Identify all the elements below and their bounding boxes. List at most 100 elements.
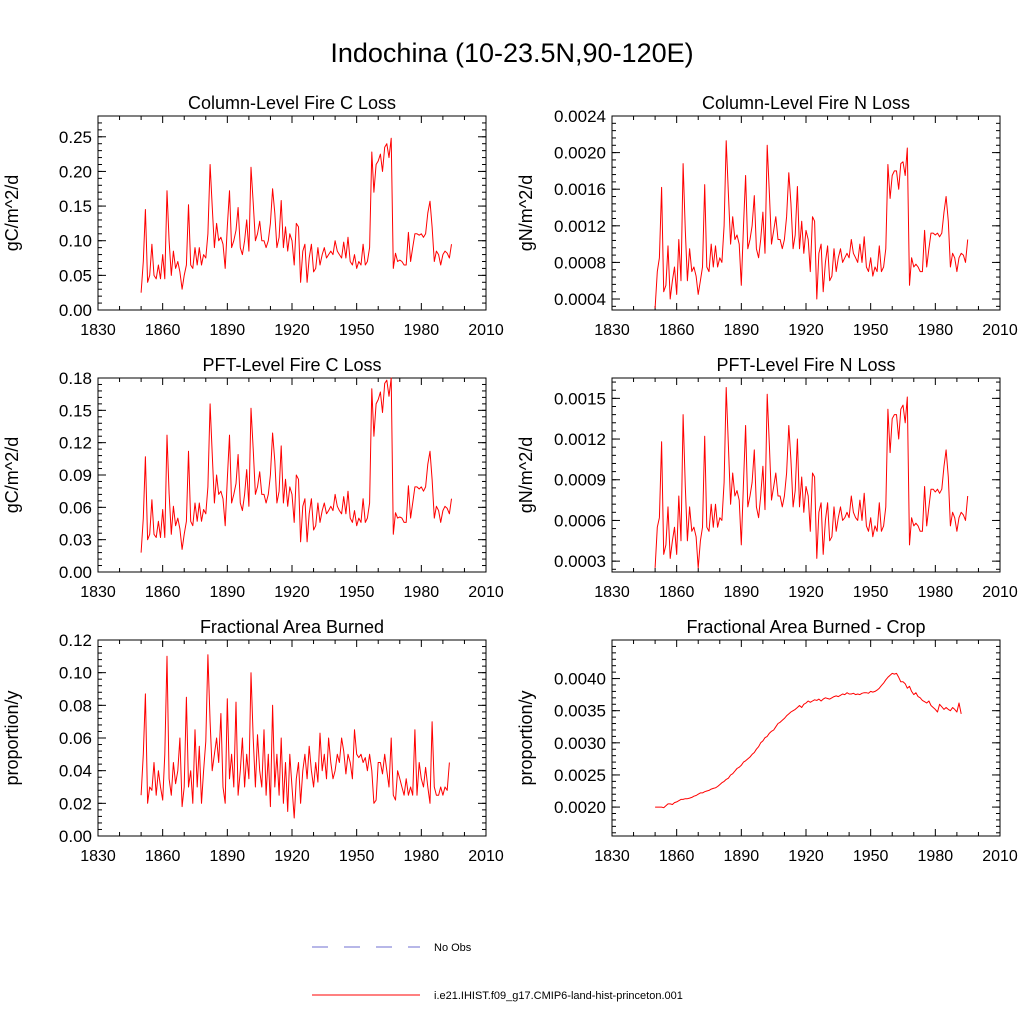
y-tick-label: 0.0030: [554, 734, 606, 753]
y-tick-label: 0.04: [59, 762, 92, 781]
y-tick-label: 0.06: [59, 498, 92, 517]
y-tick-label: 0.15: [59, 197, 92, 216]
series-line: [140, 137, 452, 293]
y-tick-label: 0.05: [59, 266, 92, 285]
y-tick-label: 0.00: [59, 301, 92, 320]
x-tick-label: 1830: [594, 322, 630, 339]
x-tick-label: 1830: [80, 848, 116, 865]
legend: No Obs i.e21.IHIST.f09_g17.CMIP6-land-his…: [312, 942, 683, 1002]
y-axis-label: gC/m^2/d: [2, 175, 22, 251]
x-tick-label: 1920: [274, 848, 310, 865]
y-axis-label: proportion/y: [516, 690, 536, 785]
panel-title: PFT-Level Fire C Loss: [202, 355, 381, 375]
x-tick-label: 1830: [80, 322, 116, 339]
y-tick-label: 0.15: [59, 401, 92, 420]
x-tick-label: 1950: [339, 322, 375, 339]
y-axis-label: gC/m^2/d: [2, 437, 22, 513]
x-tick-label: 1860: [145, 322, 181, 339]
y-tick-label: 0.10: [59, 232, 92, 251]
x-tick-label: 1890: [210, 322, 246, 339]
y-tick-label: 0.0012: [554, 430, 606, 449]
x-tick-label: 1830: [80, 584, 116, 601]
chart-panel-6: 1830 1860 1890 1920 1950 1980 2010 0.0020 0.0025…: [516, 617, 1018, 865]
x-tick-label: 1950: [853, 584, 889, 601]
x-tick-label: 1860: [659, 322, 695, 339]
x-tick-label: 1920: [274, 322, 310, 339]
x-tick-label: 2010: [468, 848, 504, 865]
x-tick-label: 1890: [210, 584, 246, 601]
legend-label-2: i.e21.IHIST.f09_g17.CMIP6-land-hist-prin…: [434, 990, 683, 1002]
y-tick-label: 0.0015: [554, 389, 606, 408]
y-tick-label: 0.25: [59, 128, 92, 147]
y-axis-label: gN/m^2/d: [516, 437, 536, 513]
x-tick-label: 2010: [468, 322, 504, 339]
y-tick-label: 0.00: [59, 563, 92, 582]
y-tick-label: 0.0025: [554, 766, 606, 785]
y-tick-label: 0.18: [59, 369, 92, 388]
y-tick-label: 0.0012: [554, 217, 606, 236]
chart-panel-3: 1830 1860 1890 1920 1950 1980 2010 0.00 0.03 0.06…: [2, 355, 504, 601]
y-tick-label: 0.0006: [554, 511, 606, 530]
x-tick-label: 1980: [918, 322, 954, 339]
y-tick-label: 0.0020: [554, 144, 606, 163]
y-tick-label: 0.12: [59, 631, 92, 650]
chart-panel-2: 1830 1860 1890 1920 1950 1980 2010 0.0004 0.0008…: [516, 93, 1018, 339]
y-tick-label: 0.0016: [554, 180, 606, 199]
plot-frame: [97, 377, 487, 573]
panel-title: Column-Level Fire C Loss: [188, 93, 396, 113]
x-tick-label: 1980: [404, 322, 440, 339]
figure-title: Indochina (10-23.5N,90-120E): [330, 38, 694, 68]
panel-title: Fractional Area Burned - Crop: [686, 617, 925, 637]
x-tick-label: 1920: [788, 848, 824, 865]
x-tick-label: 1830: [594, 584, 630, 601]
y-tick-label: 0.12: [59, 434, 92, 453]
x-tick-label: 1950: [339, 848, 375, 865]
x-tick-label: 1860: [659, 848, 695, 865]
y-tick-label: 0.0040: [554, 670, 606, 689]
series-line: [140, 377, 452, 553]
x-tick-label: 2010: [982, 322, 1018, 339]
x-tick-label: 1950: [853, 848, 889, 865]
y-tick-label: 0.0035: [554, 702, 606, 721]
y-tick-label: 0.20: [59, 162, 92, 181]
y-tick-label: 0.02: [59, 794, 92, 813]
series-line: [140, 654, 450, 819]
chart-panel-4: 1830 1860 1890 1920 1950 1980 2010 0.0003 0.0006…: [516, 355, 1018, 601]
y-axis-label: gN/m^2/d: [516, 175, 536, 251]
series-line: [654, 140, 969, 309]
y-tick-label: 0.0004: [554, 290, 606, 309]
x-tick-label: 1830: [594, 848, 630, 865]
y-tick-label: 0.0008: [554, 253, 606, 272]
x-tick-label: 2010: [982, 848, 1018, 865]
panel-title: Column-Level Fire N Loss: [702, 93, 910, 113]
x-tick-label: 1890: [210, 848, 246, 865]
x-tick-label: 1890: [724, 848, 760, 865]
y-tick-label: 0.06: [59, 729, 92, 748]
plot-frame: [611, 639, 1001, 837]
y-tick-label: 0.0024: [554, 107, 606, 126]
x-tick-label: 1860: [659, 584, 695, 601]
y-tick-label: 0.08: [59, 696, 92, 715]
series-line: [655, 672, 962, 809]
plot-frame: [611, 377, 1001, 573]
x-tick-label: 1980: [404, 584, 440, 601]
x-tick-label: 1950: [853, 322, 889, 339]
y-tick-label: 0.03: [59, 531, 92, 550]
x-tick-label: 1920: [788, 584, 824, 601]
x-tick-label: 1920: [788, 322, 824, 339]
y-tick-label: 0.0003: [554, 552, 606, 571]
y-tick-label: 0.10: [59, 664, 92, 683]
x-tick-label: 1920: [274, 584, 310, 601]
x-tick-label: 1860: [145, 848, 181, 865]
plot-frame: [97, 639, 487, 837]
y-tick-label: 0.0009: [554, 471, 606, 490]
x-tick-label: 1980: [404, 848, 440, 865]
x-tick-label: 2010: [982, 584, 1018, 601]
y-tick-label: 0.09: [59, 466, 92, 485]
panel-title: PFT-Level Fire N Loss: [716, 355, 895, 375]
y-axis-label: proportion/y: [2, 690, 22, 785]
chart-panel-1: 1830 1860 1890 1920 1950 1980 2010 0.00 0.05 0.10…: [2, 93, 504, 339]
series-line: [654, 387, 969, 569]
